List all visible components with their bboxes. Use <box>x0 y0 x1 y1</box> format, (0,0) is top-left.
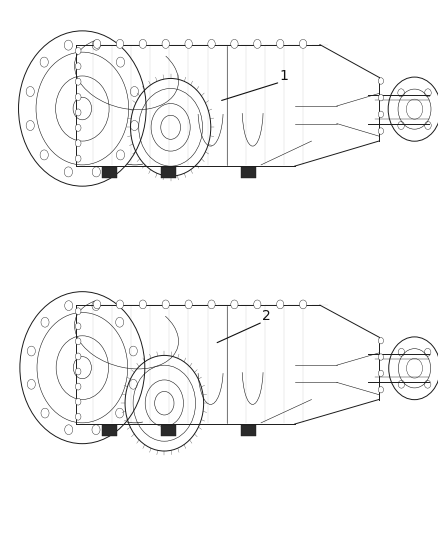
Circle shape <box>300 300 307 309</box>
Circle shape <box>162 300 170 309</box>
Circle shape <box>75 383 81 390</box>
Circle shape <box>208 39 215 49</box>
Circle shape <box>75 398 81 405</box>
Circle shape <box>75 109 81 116</box>
Circle shape <box>378 78 384 84</box>
Circle shape <box>75 124 81 131</box>
Circle shape <box>75 78 81 85</box>
Circle shape <box>231 39 238 49</box>
Circle shape <box>139 300 146 309</box>
Circle shape <box>75 94 81 101</box>
Circle shape <box>254 39 261 49</box>
Bar <box>161 167 176 178</box>
Bar <box>102 167 117 178</box>
Circle shape <box>185 300 192 309</box>
Circle shape <box>93 39 101 49</box>
Circle shape <box>139 39 147 49</box>
Circle shape <box>75 308 81 314</box>
Circle shape <box>378 94 384 101</box>
Circle shape <box>276 300 284 309</box>
Text: 1: 1 <box>279 69 288 83</box>
Circle shape <box>93 300 101 309</box>
Circle shape <box>300 39 307 49</box>
Circle shape <box>231 300 238 309</box>
Circle shape <box>378 111 384 118</box>
Bar <box>241 425 256 435</box>
Circle shape <box>378 354 384 360</box>
Bar <box>102 425 117 435</box>
Text: 2: 2 <box>262 309 271 322</box>
Circle shape <box>162 39 170 49</box>
Circle shape <box>117 300 124 309</box>
Circle shape <box>208 300 215 309</box>
Circle shape <box>116 39 124 49</box>
Circle shape <box>378 337 384 344</box>
Bar <box>241 167 256 178</box>
Circle shape <box>75 338 81 345</box>
Circle shape <box>378 386 384 393</box>
Circle shape <box>378 370 384 377</box>
Circle shape <box>75 47 81 54</box>
Circle shape <box>75 368 81 375</box>
Bar <box>161 425 176 435</box>
Circle shape <box>75 323 81 330</box>
Circle shape <box>378 128 384 134</box>
Circle shape <box>75 413 81 420</box>
Circle shape <box>276 39 284 49</box>
Circle shape <box>75 63 81 70</box>
Circle shape <box>75 155 81 162</box>
Circle shape <box>75 140 81 147</box>
Circle shape <box>254 300 261 309</box>
Circle shape <box>75 353 81 360</box>
Circle shape <box>185 39 192 49</box>
